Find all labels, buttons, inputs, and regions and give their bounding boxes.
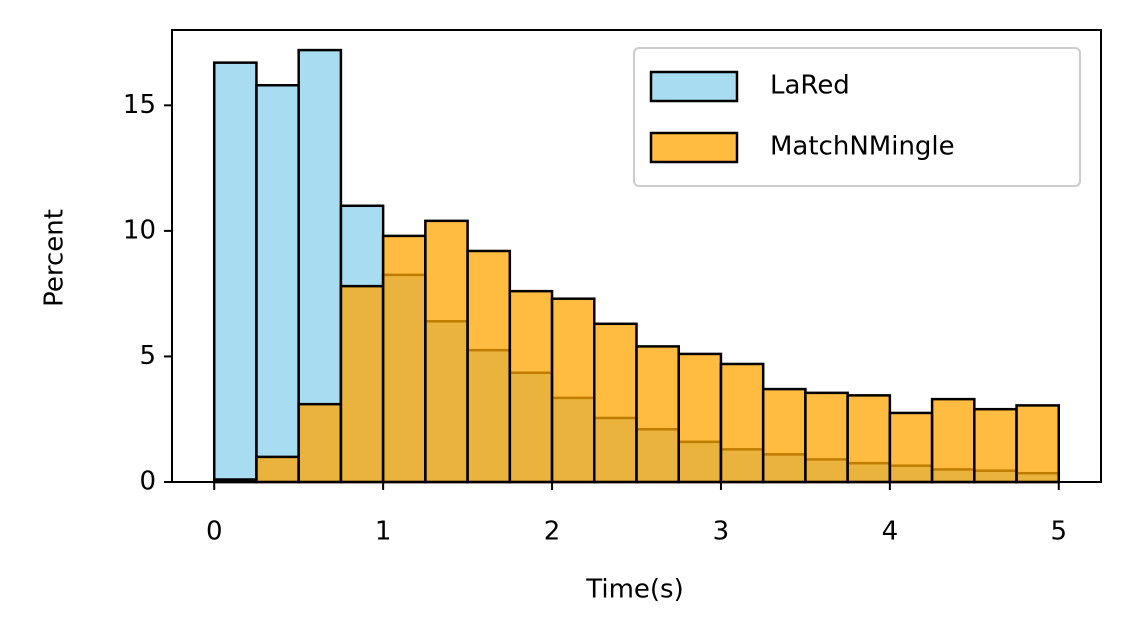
x-tick-label: 2 [544,517,561,547]
legend-label: MatchNMingle [770,132,955,162]
x-tick-label: 1 [375,517,392,547]
x-tick-label: 5 [1050,517,1067,547]
axes-frame [171,29,1102,483]
y-axis-label: Percent [40,209,70,307]
y-tick-label: 5 [139,341,156,371]
bar [550,297,596,484]
bar [888,411,934,484]
x-tick-label: 4 [882,517,899,547]
bar [1015,404,1061,484]
bar [339,284,385,484]
bar [593,322,638,484]
bar [635,345,680,484]
bar [973,407,1018,484]
legend-box [633,47,1081,187]
y-tick-label: 15 [123,90,156,120]
x-axis-label: Time(s) [585,575,683,605]
bar [719,362,765,484]
bar [297,402,343,484]
bar [212,61,258,484]
bar [508,289,554,484]
bar [255,83,300,484]
bar [761,387,807,484]
y-tick-label: 0 [139,467,156,497]
legend-swatch [649,70,739,103]
bar [677,352,723,484]
bar [255,455,300,484]
bar [466,249,512,484]
bar [381,234,427,484]
bar [804,391,849,484]
bar [846,394,892,484]
x-tick-label: 0 [206,517,223,547]
bar [424,219,469,484]
x-tick-label: 3 [713,517,730,547]
bar [930,397,976,484]
y-tick-label: 10 [123,215,156,245]
legend-swatch [649,131,739,164]
legend-label: LaRed [770,71,850,101]
